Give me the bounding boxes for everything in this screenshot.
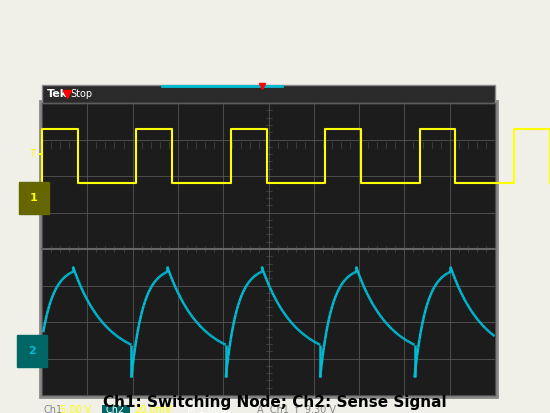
Text: 20.0mV: 20.0mV	[134, 405, 172, 413]
FancyBboxPatch shape	[102, 405, 130, 413]
Bar	[42, 85, 495, 103]
Text: Stop: Stop	[70, 89, 92, 99]
Text: M 1.00μs: M 1.00μs	[187, 405, 232, 413]
Text: 2: 2	[28, 346, 36, 356]
Text: Tek: Tek	[47, 89, 68, 99]
Text: A  Ch1  ƒ  9.30 V: A Ch1 ƒ 9.30 V	[257, 405, 336, 413]
Text: Ch2: Ch2	[105, 405, 124, 413]
Text: T: T	[30, 149, 36, 159]
Text: 1: 1	[30, 193, 38, 203]
FancyBboxPatch shape	[40, 101, 497, 397]
Text: 5.00 V: 5.00 V	[60, 405, 91, 413]
Text: Ch1: Switching Node; Ch2: Sense Signal: Ch1: Switching Node; Ch2: Sense Signal	[103, 396, 447, 411]
Bar	[42, 103, 495, 395]
Text: Ch1: Ch1	[44, 405, 63, 413]
